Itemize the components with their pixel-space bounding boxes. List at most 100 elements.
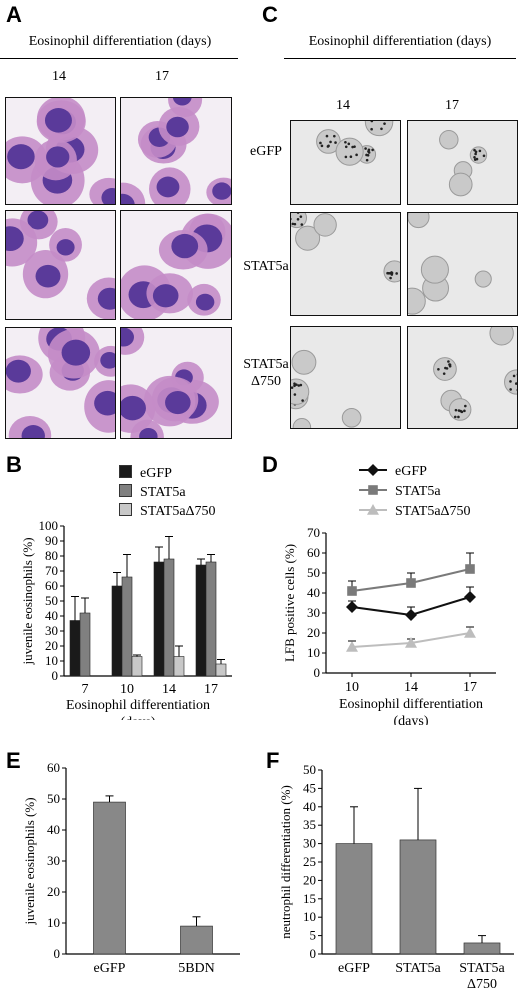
granule <box>347 142 351 146</box>
cell <box>341 407 362 428</box>
chart-b-x-tick-label: 10 <box>120 682 134 697</box>
cell-image <box>121 98 231 204</box>
cell <box>292 417 312 428</box>
cell-image <box>121 211 231 319</box>
chart-f-y-tick-label: 5 <box>310 928 317 943</box>
micrograph-c-stat5a-day17 <box>407 212 518 316</box>
granule <box>460 410 464 414</box>
chart-d-y-axis-label: LFB positive cells (%) <box>282 544 297 662</box>
cell <box>364 121 394 137</box>
cell <box>408 213 430 229</box>
granule <box>293 384 296 388</box>
granule <box>296 218 300 221</box>
cell-nucleus <box>27 211 49 230</box>
chart-d-point <box>346 601 358 613</box>
micrograph-a-egfp-day17 <box>120 97 232 205</box>
legend-b-delta750: STAT5aΔ750 <box>119 503 216 520</box>
chart-e-x-tick-label: eGFP <box>94 961 126 976</box>
cell-image <box>291 327 400 428</box>
panel-a-day-17: 17 <box>155 69 169 84</box>
cell <box>448 398 472 421</box>
chart-e-y-tick-label: 0 <box>54 946 61 961</box>
cell-nucleus <box>94 390 115 416</box>
micrograph-c-egfp-day14 <box>290 120 401 205</box>
cell-nucleus <box>121 193 135 204</box>
granule <box>457 409 461 412</box>
chart-e-y-tick-label: 20 <box>47 884 60 899</box>
granule <box>296 213 300 214</box>
chart-e-y-tick-label: 50 <box>47 791 60 806</box>
chart-b-y-tick-label: 80 <box>45 548 58 563</box>
chart-b-x-tick-label: 7 <box>82 682 89 697</box>
row-label-delta750-line2: Δ750 <box>250 374 281 389</box>
chart-f-y-tick-label: 20 <box>303 872 316 887</box>
panel-a-label: A <box>6 2 22 27</box>
granule <box>329 140 332 144</box>
cell-image <box>291 213 400 315</box>
cell-nucleus <box>97 287 115 310</box>
cell-image <box>291 121 400 204</box>
row-label-stat5a-line1: STAT5a <box>243 357 289 372</box>
chart-d-point <box>405 637 417 648</box>
panel-f-label: F <box>266 748 280 773</box>
cell <box>448 172 473 197</box>
granule <box>370 121 374 123</box>
micrograph-a-egfp-day14 <box>5 97 116 205</box>
panel-c-header: Eosinophil differentiation (days) <box>308 34 492 49</box>
granule <box>512 374 516 378</box>
granule <box>447 360 450 363</box>
legend-swatch-delta750 <box>119 503 132 516</box>
granule <box>333 134 336 138</box>
chart-d-x-axis-label-line2: (days) <box>394 714 429 725</box>
chart-b-bar <box>111 585 123 677</box>
cell-nucleus <box>101 188 115 204</box>
chart-b-y-tick-label: 30 <box>45 623 58 638</box>
granule <box>291 386 294 389</box>
chart-b-bar <box>131 656 143 677</box>
chart-f-y-tick-label: 15 <box>303 891 316 906</box>
granule <box>442 372 446 375</box>
cell-nucleus <box>61 339 91 366</box>
granule <box>463 409 466 413</box>
granule <box>478 149 482 153</box>
legend-b-stat5a-label: STAT5a <box>140 485 186 500</box>
legend-b-egfp-label: eGFP <box>140 466 172 481</box>
granule <box>453 415 457 419</box>
legend-d-marker <box>367 464 379 476</box>
granule <box>473 158 477 161</box>
cell-nucleus <box>21 425 45 438</box>
cell-nucleus <box>44 108 72 133</box>
micrograph-c-stat5a-day14 <box>290 212 401 316</box>
chart-b-y-tick-label: 40 <box>45 608 58 623</box>
chart-d-point <box>406 578 416 588</box>
cell-nucleus <box>46 146 70 168</box>
panel-a-divider <box>0 58 238 59</box>
granule <box>327 144 330 148</box>
chart-b-bar <box>121 576 133 677</box>
chart-f-x-tick-label: eGFP <box>338 961 370 976</box>
chart-b-bar <box>195 564 207 677</box>
micrograph-c-delta750-day14 <box>290 326 401 429</box>
granule <box>473 148 476 152</box>
cell-nucleus <box>6 359 31 383</box>
chart-d-point <box>405 609 417 621</box>
granule <box>386 271 389 275</box>
cell-image <box>121 328 231 438</box>
cell <box>335 137 364 166</box>
cell-image <box>408 121 517 204</box>
cell-nucleus <box>139 427 158 438</box>
cell <box>408 287 426 315</box>
cell <box>489 327 514 346</box>
panel-c-divider <box>284 58 516 59</box>
chart-b-x-axis-label-line2: (days) <box>121 715 156 720</box>
cell <box>439 129 459 150</box>
granule <box>395 272 398 275</box>
granule <box>344 140 347 144</box>
granule <box>364 147 367 150</box>
chart-b-y-tick-label: 60 <box>45 578 58 593</box>
granule <box>365 158 369 162</box>
micrograph-a-stat5a-day17 <box>120 210 232 320</box>
granule <box>325 134 329 138</box>
chart-b-y-axis-label: juvenile eosinophils (%) <box>20 537 35 665</box>
cell-nucleus <box>121 328 134 347</box>
